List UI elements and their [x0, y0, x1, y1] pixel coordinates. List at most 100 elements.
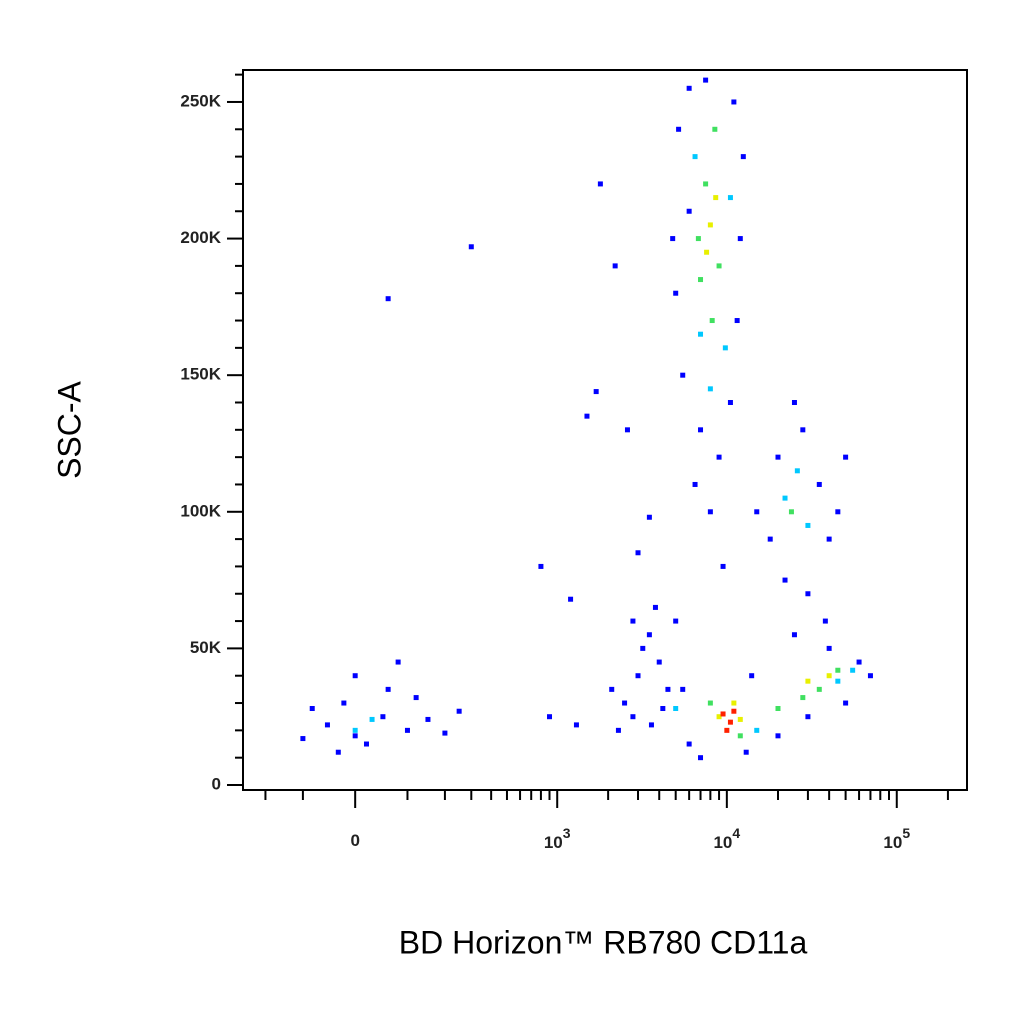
x-tick-label: 104 [713, 825, 740, 852]
data-point [385, 296, 391, 302]
data-point [800, 427, 806, 433]
x-axis-title: BD Horizon™ RB780 CD11a [399, 924, 808, 960]
data-point [716, 263, 722, 269]
data-point [335, 749, 341, 755]
data-point [385, 686, 391, 692]
data-point [456, 708, 462, 714]
y-tick-label: 50K [190, 638, 222, 657]
data-point [676, 126, 682, 132]
x-tick-exponent: 3 [563, 825, 571, 841]
data-point [712, 126, 718, 132]
data-point [835, 667, 841, 673]
data-point [850, 667, 856, 673]
data-point [648, 722, 654, 728]
x-tick-exponent: 5 [902, 825, 910, 841]
data-point [826, 645, 832, 651]
data-point [843, 454, 849, 460]
data-point [703, 181, 709, 187]
data-point [593, 389, 599, 395]
x-tick-label: 0 [350, 831, 359, 850]
data-point [724, 727, 730, 733]
data-point [324, 722, 330, 728]
data-point [734, 318, 740, 324]
data-point [656, 659, 662, 665]
data-point [609, 686, 615, 692]
data-point [363, 741, 369, 747]
data-point [300, 736, 306, 742]
data-point [680, 686, 686, 692]
data-point [640, 645, 646, 651]
y-tick-label: 100K [180, 501, 221, 520]
data-point [698, 427, 704, 433]
data-point [782, 495, 788, 501]
x-tick-base: 10 [713, 833, 732, 852]
data-point [754, 727, 760, 733]
data-point [352, 733, 358, 739]
data-point [425, 716, 431, 722]
data-point [635, 673, 641, 679]
data-point [791, 632, 797, 638]
data-point [716, 454, 722, 460]
data-point [740, 154, 746, 160]
data-point [775, 454, 781, 460]
data-point [413, 695, 419, 701]
data-point [538, 563, 544, 569]
data-point [646, 514, 652, 520]
data-point [867, 673, 873, 679]
data-point [782, 577, 788, 583]
data-point [703, 77, 709, 83]
data-point [395, 659, 401, 665]
data-point [646, 632, 652, 638]
data-point [635, 550, 641, 556]
data-point [835, 509, 841, 515]
data-point [670, 236, 676, 242]
data-point [737, 716, 743, 722]
data-point [597, 181, 603, 187]
data-point [652, 604, 658, 610]
data-point [731, 708, 737, 714]
data-point [791, 400, 797, 406]
data-point [698, 331, 704, 337]
data-point [775, 706, 781, 712]
data-point [698, 755, 704, 761]
data-point [630, 714, 636, 720]
data-point [716, 714, 722, 720]
data-point [731, 99, 737, 105]
y-tick-label: 200K [180, 228, 221, 247]
data-point [727, 195, 733, 201]
data-point [680, 372, 686, 378]
data-point [775, 733, 781, 739]
data-point [615, 727, 621, 733]
data-point [743, 749, 749, 755]
data-point [630, 618, 636, 624]
data-point [468, 244, 474, 250]
data-point [584, 413, 590, 419]
data-point [707, 222, 713, 228]
data-point [573, 722, 579, 728]
data-point [826, 673, 832, 679]
x-tick-base: 10 [544, 833, 563, 852]
data-point [673, 618, 679, 624]
data-point [805, 522, 811, 528]
data-point [749, 673, 755, 679]
data-point [727, 400, 733, 406]
data-point [707, 386, 713, 392]
data-point [309, 706, 315, 712]
data-point [731, 700, 737, 706]
data-point [695, 236, 701, 242]
data-point [727, 719, 733, 725]
data-point [826, 536, 832, 542]
data-point [673, 290, 679, 296]
y-axis-title: SSC-A [51, 380, 87, 478]
data-point [754, 509, 760, 515]
data-point [352, 727, 358, 733]
data-point [612, 263, 618, 269]
data-point [816, 686, 822, 692]
data-point [722, 345, 728, 351]
data-point [737, 733, 743, 739]
data-point [805, 678, 811, 684]
data-point [547, 714, 553, 720]
data-point [707, 509, 713, 515]
data-point [369, 716, 375, 722]
